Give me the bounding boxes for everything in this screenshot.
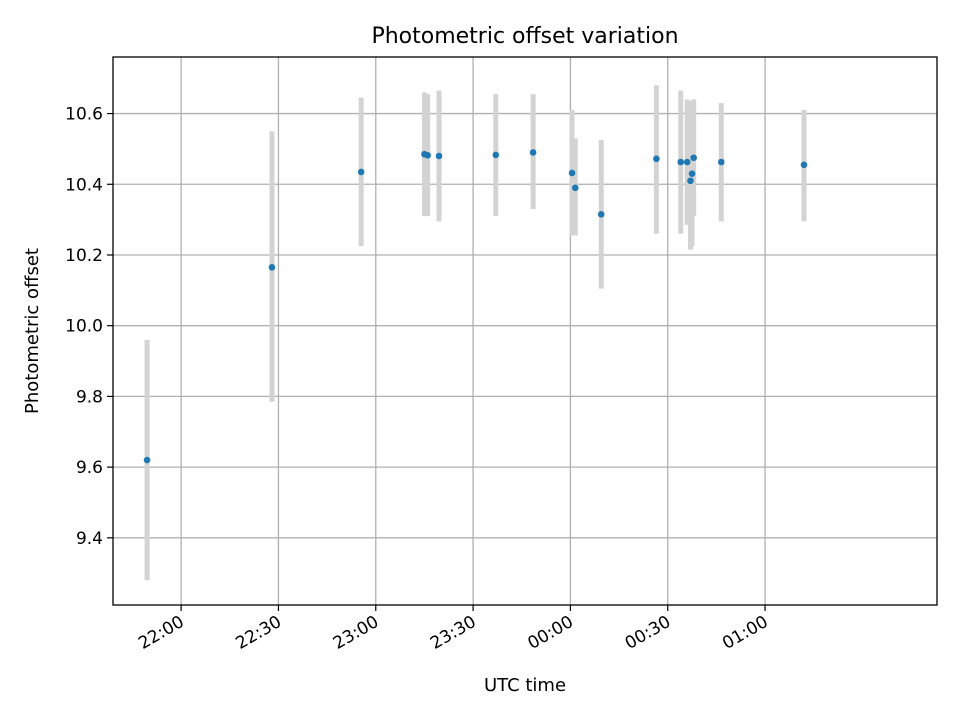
- data-points: [143, 149, 808, 464]
- data-point: [717, 158, 725, 166]
- y-tick-label: 10.0: [65, 317, 103, 337]
- data-point: [687, 177, 694, 185]
- data-point: [677, 158, 685, 166]
- data-point: [568, 169, 576, 177]
- data-point: [492, 151, 500, 159]
- data-point: [690, 154, 697, 162]
- x-axis-label: UTC time: [484, 675, 566, 696]
- data-point: [424, 151, 431, 159]
- data-point: [683, 158, 691, 166]
- chart-title: Photometric offset variation: [371, 24, 678, 49]
- y-tick-label: 10.6: [65, 105, 103, 125]
- y-tick-label: 9.8: [76, 387, 103, 407]
- data-point: [688, 170, 696, 177]
- y-tick-label: 9.6: [76, 458, 103, 478]
- data-point: [143, 456, 151, 464]
- data-point: [653, 155, 660, 163]
- y-tick-label: 10.2: [65, 246, 103, 266]
- data-point: [597, 211, 605, 218]
- grid: [113, 57, 937, 605]
- y-tick-label: 9.4: [76, 529, 103, 549]
- data-point: [571, 184, 579, 192]
- y-axis-label: Photometric offset: [22, 248, 43, 414]
- data-point: [800, 161, 808, 169]
- data-point: [357, 168, 365, 176]
- data-point: [435, 152, 443, 160]
- plot-frame: [112, 56, 938, 606]
- data-point: [529, 149, 537, 156]
- y-tick-label: 10.4: [65, 175, 103, 195]
- y-axis-ticks: 9.4 9.6 9.8 10.0 10.2 10.4 10.6: [65, 105, 113, 549]
- data-point: [268, 264, 276, 271]
